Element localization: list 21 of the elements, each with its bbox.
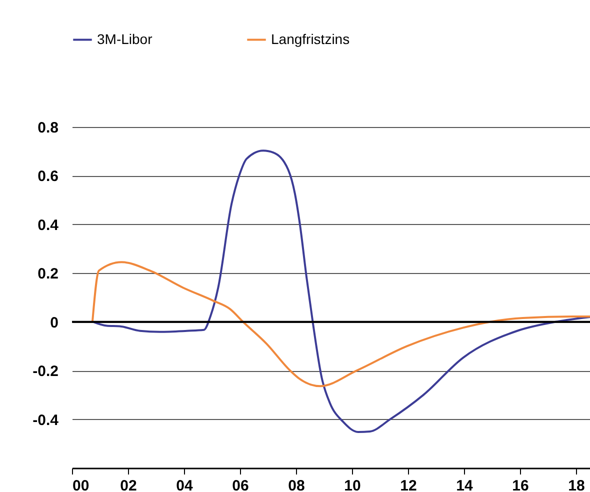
x-tick-label: 16 — [512, 478, 529, 492]
y-tick-label: 0.6 — [38, 168, 58, 186]
x-tick-label: 00 — [72, 478, 90, 492]
y-tick-label: -0.4 — [32, 412, 60, 429]
x-tick-label: 06 — [232, 478, 249, 492]
line-series — [91, 261, 590, 388]
x-tick-label: 18 — [568, 478, 585, 492]
y-tick-label: 0.2 — [38, 266, 58, 283]
x-tick-label: 08 — [288, 478, 305, 492]
legend-label: Langfristzins — [271, 30, 350, 47]
x-tick-label: 04 — [176, 478, 194, 492]
y-tick-label: -0.2 — [32, 363, 58, 380]
y-tick-label: 0 — [50, 314, 58, 332]
legend-label: 3M-Libor — [97, 30, 153, 47]
y-tick-label: 0.4 — [38, 216, 60, 234]
x-tick-label: 02 — [120, 478, 137, 492]
x-tick-label: 12 — [400, 478, 417, 492]
y-tick-label: 0.8 — [38, 120, 58, 136]
x-tick-label: 14 — [456, 478, 474, 492]
line-series — [92, 150, 590, 433]
x-tick-label: 10 — [344, 478, 361, 492]
